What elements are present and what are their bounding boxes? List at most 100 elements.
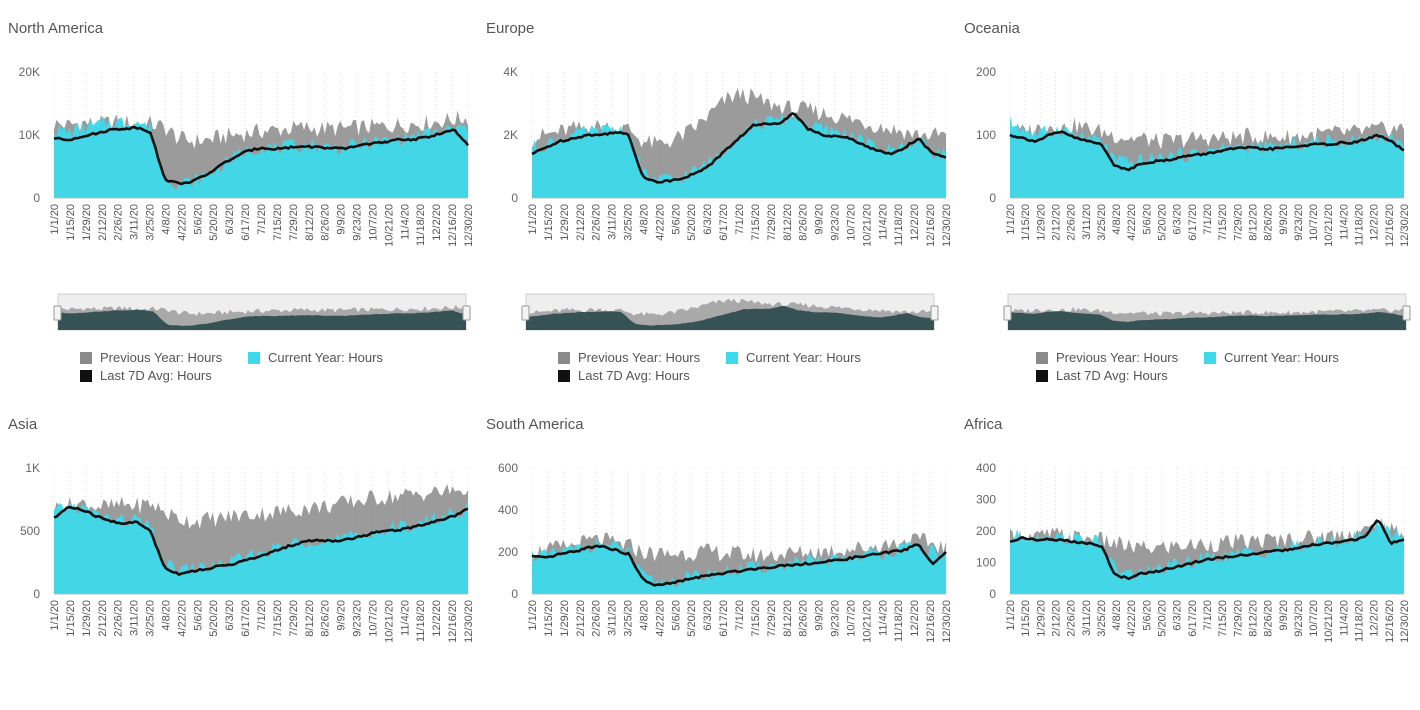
x-tick-label: 2/26/20 [113,204,125,241]
x-tick-label: 3/11/20 [1081,204,1093,240]
x-tick-label: 11/4/20 [877,600,889,636]
x-tick-label: 3/11/20 [607,600,619,636]
x-tick-label: 11/4/20 [1338,600,1350,636]
y-tick-label: 0 [33,587,40,601]
series-current-year-area [54,116,468,198]
legend-label: Previous Year: Hours [100,350,223,365]
x-tick-label: 8/12/20 [782,600,794,637]
legend-item-previous[interactable]: Previous Year: Hours [1036,350,1178,365]
x-tick-label: 1/29/20 [559,204,571,241]
x-tick-label: 5/6/20 [192,204,204,235]
x-tick-label: 10/21/20 [383,600,395,643]
x-tick-label: 11/18/20 [893,600,905,642]
x-tick-label: 1/29/20 [1035,204,1047,241]
x-tick-label: 1/1/20 [1005,204,1017,235]
chart-title: North America [8,20,104,37]
legend-item-avg[interactable]: Last 7D Avg: Hours [1036,368,1168,383]
x-tick-label: 12/16/20 [447,204,459,247]
navigator-handle-left[interactable] [521,305,530,321]
x-tick-label: 12/30/20 [941,204,953,247]
x-tick-label: 12/30/20 [1399,600,1411,643]
legend-label: Current Year: Hours [1224,350,1339,365]
x-tick-label: 6/3/20 [1172,600,1184,631]
legend-item-avg[interactable]: Last 7D Avg: Hours [80,368,212,383]
y-tick-label: 0 [33,191,40,205]
legend-swatch-current [726,351,738,364]
x-tick-label: 3/25/20 [145,600,157,637]
navigator[interactable] [52,292,472,332]
x-tick-label: 4/22/20 [1126,600,1138,637]
series-7d-avg-line [53,125,470,186]
x-tick-label: 8/26/20 [320,600,332,637]
x-tick-label: 12/2/20 [431,204,443,241]
x-tick-label: 12/30/20 [463,600,475,643]
chart-svg[interactable]: 0 100 200 300 400 1/1/20 1/15/20 1/29/20 2/12/20… [964,416,1414,706]
x-tick-label: 7/1/20 [1202,204,1214,235]
x-tick-label: 3/11/20 [1081,600,1093,636]
x-tick-label: 8/12/20 [1247,600,1259,637]
chart-svg[interactable]: 0 100 200 1/1/20 1/15/20 1/29/20 2/12/20 2/26/2… [964,20,1414,280]
x-tick-label: 7/15/20 [1217,204,1229,241]
x-tick-label: 4/8/20 [638,204,650,235]
x-tick-label: 9/9/20 [1278,204,1290,235]
chart-svg[interactable]: 0 2K 4K 1/1/20 1/15/20 1/29/20 2/12/20 2/26/20 3… [486,20,956,280]
x-tick-label: 4/8/20 [160,600,172,631]
x-tick-label: 7/29/20 [1232,600,1244,637]
y-tick-label: 20K [19,65,40,79]
navigator-handle-left[interactable] [1003,305,1012,321]
x-tick-label: 10/21/20 [861,600,873,643]
x-tick-label: 1/29/20 [81,600,93,637]
x-tick-label: 9/9/20 [1278,600,1290,631]
chart-svg[interactable]: 0 10K 20K 1/1/20 1/15/20 1/29/20 2/12/20 2/26/2… [8,20,478,280]
x-tick-label: 5/20/20 [1157,204,1169,241]
chart-svg[interactable]: 0 200 400 600 1/1/20 1/15/20 1/29/20 2/12/20 2/2… [486,416,956,706]
navigator[interactable] [1002,292,1412,332]
legend-item-previous[interactable]: Previous Year: Hours [80,350,222,365]
x-tick-label: 9/23/20 [830,600,842,637]
x-tick-label: 12/2/20 [431,600,443,637]
legend-item-current[interactable]: Current Year: Hours [248,350,383,365]
x-tick-label: 1/1/20 [49,600,61,631]
x-tick-label: 8/26/20 [798,204,810,241]
x-tick-label: 12/2/20 [909,204,921,241]
x-tick-label: 6/3/20 [702,600,714,631]
x-tick-label: 7/15/20 [1217,600,1229,637]
navigator-handle-left[interactable] [53,305,62,321]
x-tick-label: 1/29/20 [559,600,571,637]
x-tick-label: 4/22/20 [176,600,188,637]
x-tick-label: 2/26/20 [1066,600,1078,637]
x-tick-label: 2/12/20 [1050,204,1062,241]
x-tick-label: 4/8/20 [160,204,172,235]
legend-item-current[interactable]: Current Year: Hours [1204,350,1339,365]
x-tick-label: 5/20/20 [1157,600,1169,637]
x-tick-label: 1/1/20 [1005,600,1017,631]
x-tick-label: 7/1/20 [256,600,268,631]
legend-item-avg[interactable]: Last 7D Avg: Hours [558,368,690,383]
y-tick-label: 0 [989,191,996,205]
series-current-year-area [54,500,468,594]
x-tick-label: 4/22/20 [654,204,666,241]
legend-item-previous[interactable]: Previous Year: Hours [558,350,700,365]
x-tick-label: 9/23/20 [1293,204,1305,241]
x-tick-label: 1/15/20 [65,204,77,241]
x-tick-label: 7/15/20 [750,204,762,241]
x-tick-label: 10/7/20 [367,204,379,241]
x-tick-label: 12/2/20 [1369,204,1381,241]
x-tick-label: 12/16/20 [1384,600,1396,643]
x-tick-label: 9/9/20 [814,600,826,631]
navigator-handle-right[interactable] [462,305,471,321]
series-current-year-area [532,111,946,198]
navigator-handle-right[interactable] [1402,305,1411,321]
x-tick-label: 8/12/20 [782,204,794,241]
navigator-handle-right[interactable] [930,305,939,321]
chart-svg[interactable]: 0 500 1K 1/1/20 1/15/20 1/29/20 2/12/20 2/26/20… [8,416,478,706]
y-tick-label: 100 [976,556,996,570]
x-tick-label: 9/23/20 [352,600,364,637]
x-tick-label: 12/30/20 [1399,204,1411,247]
navigator[interactable] [520,292,940,332]
y-tick-label: 4K [503,65,518,79]
y-tick-label: 1K [25,461,40,475]
legend-item-current[interactable]: Current Year: Hours [726,350,861,365]
chart-title: Africa [964,416,1003,433]
navigator-current-area [58,309,466,330]
